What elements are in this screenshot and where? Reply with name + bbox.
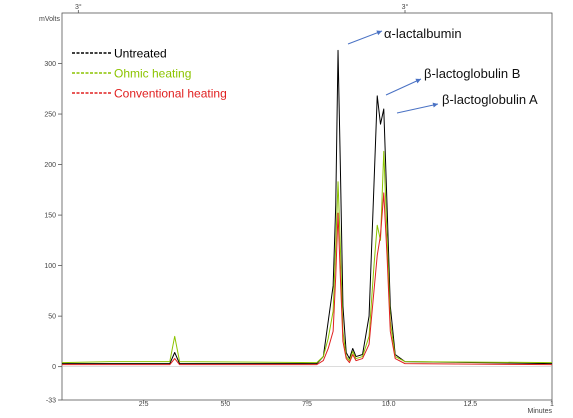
x-tick-label: 12.5 — [464, 401, 478, 408]
y-tick-label: 300 — [44, 61, 56, 68]
arrow-head — [432, 102, 438, 108]
x-tick-label: 2.5 — [139, 401, 149, 408]
arrow-head — [376, 30, 382, 36]
y-axis-label: mVolts — [39, 16, 61, 23]
x-tick-label: 7.5 — [302, 401, 312, 408]
series-line-2 — [61, 150, 553, 364]
series-lines — [61, 49, 553, 366]
y-tick-label: 200 — [44, 162, 56, 169]
annotation-label: α-lactalbumin — [384, 26, 462, 41]
annotation-arrow — [396, 103, 439, 114]
legend-label: Untreated — [114, 47, 167, 61]
y-tick-label: -33 — [46, 398, 56, 405]
top-marker-label: 3° — [402, 3, 409, 11]
x-tick-label: 10.0 — [382, 401, 396, 408]
legend-label: Conventional heating — [114, 87, 227, 101]
legend-label: Ohmic heating — [114, 67, 191, 81]
y-tick-label: 50 — [48, 314, 56, 321]
annotation-label: β-lactoglobulin A — [442, 92, 538, 107]
top-marker-label: 3° — [75, 3, 82, 11]
annotation-label: β-lactoglobulin B — [424, 66, 520, 81]
x-tick-label: 5.0 — [220, 401, 230, 408]
annotation-arrow — [347, 30, 383, 45]
x-tick-label: 1 — [550, 401, 554, 408]
annotations: α-lactalbumin β-lactoglobulin B β-lactoglo… — [347, 26, 538, 114]
y-tick-label: 250 — [44, 112, 56, 119]
y-tick-label: 100 — [44, 263, 56, 270]
legend: Untreated Ohmic heating Conventional heati… — [72, 47, 227, 101]
y-tick-label: 0 — [52, 364, 56, 371]
y-tick-label: 150 — [44, 213, 56, 220]
tick-marks: -33 0 50 100 150 200 250 300 2.5 5.0 7.5 10.0 12.5 1 3… — [44, 3, 554, 408]
annotation-arrow — [385, 78, 422, 96]
x-axis-label: Minutes — [527, 408, 552, 415]
arrow-head — [415, 78, 421, 84]
series-line-3 — [62, 192, 553, 366]
